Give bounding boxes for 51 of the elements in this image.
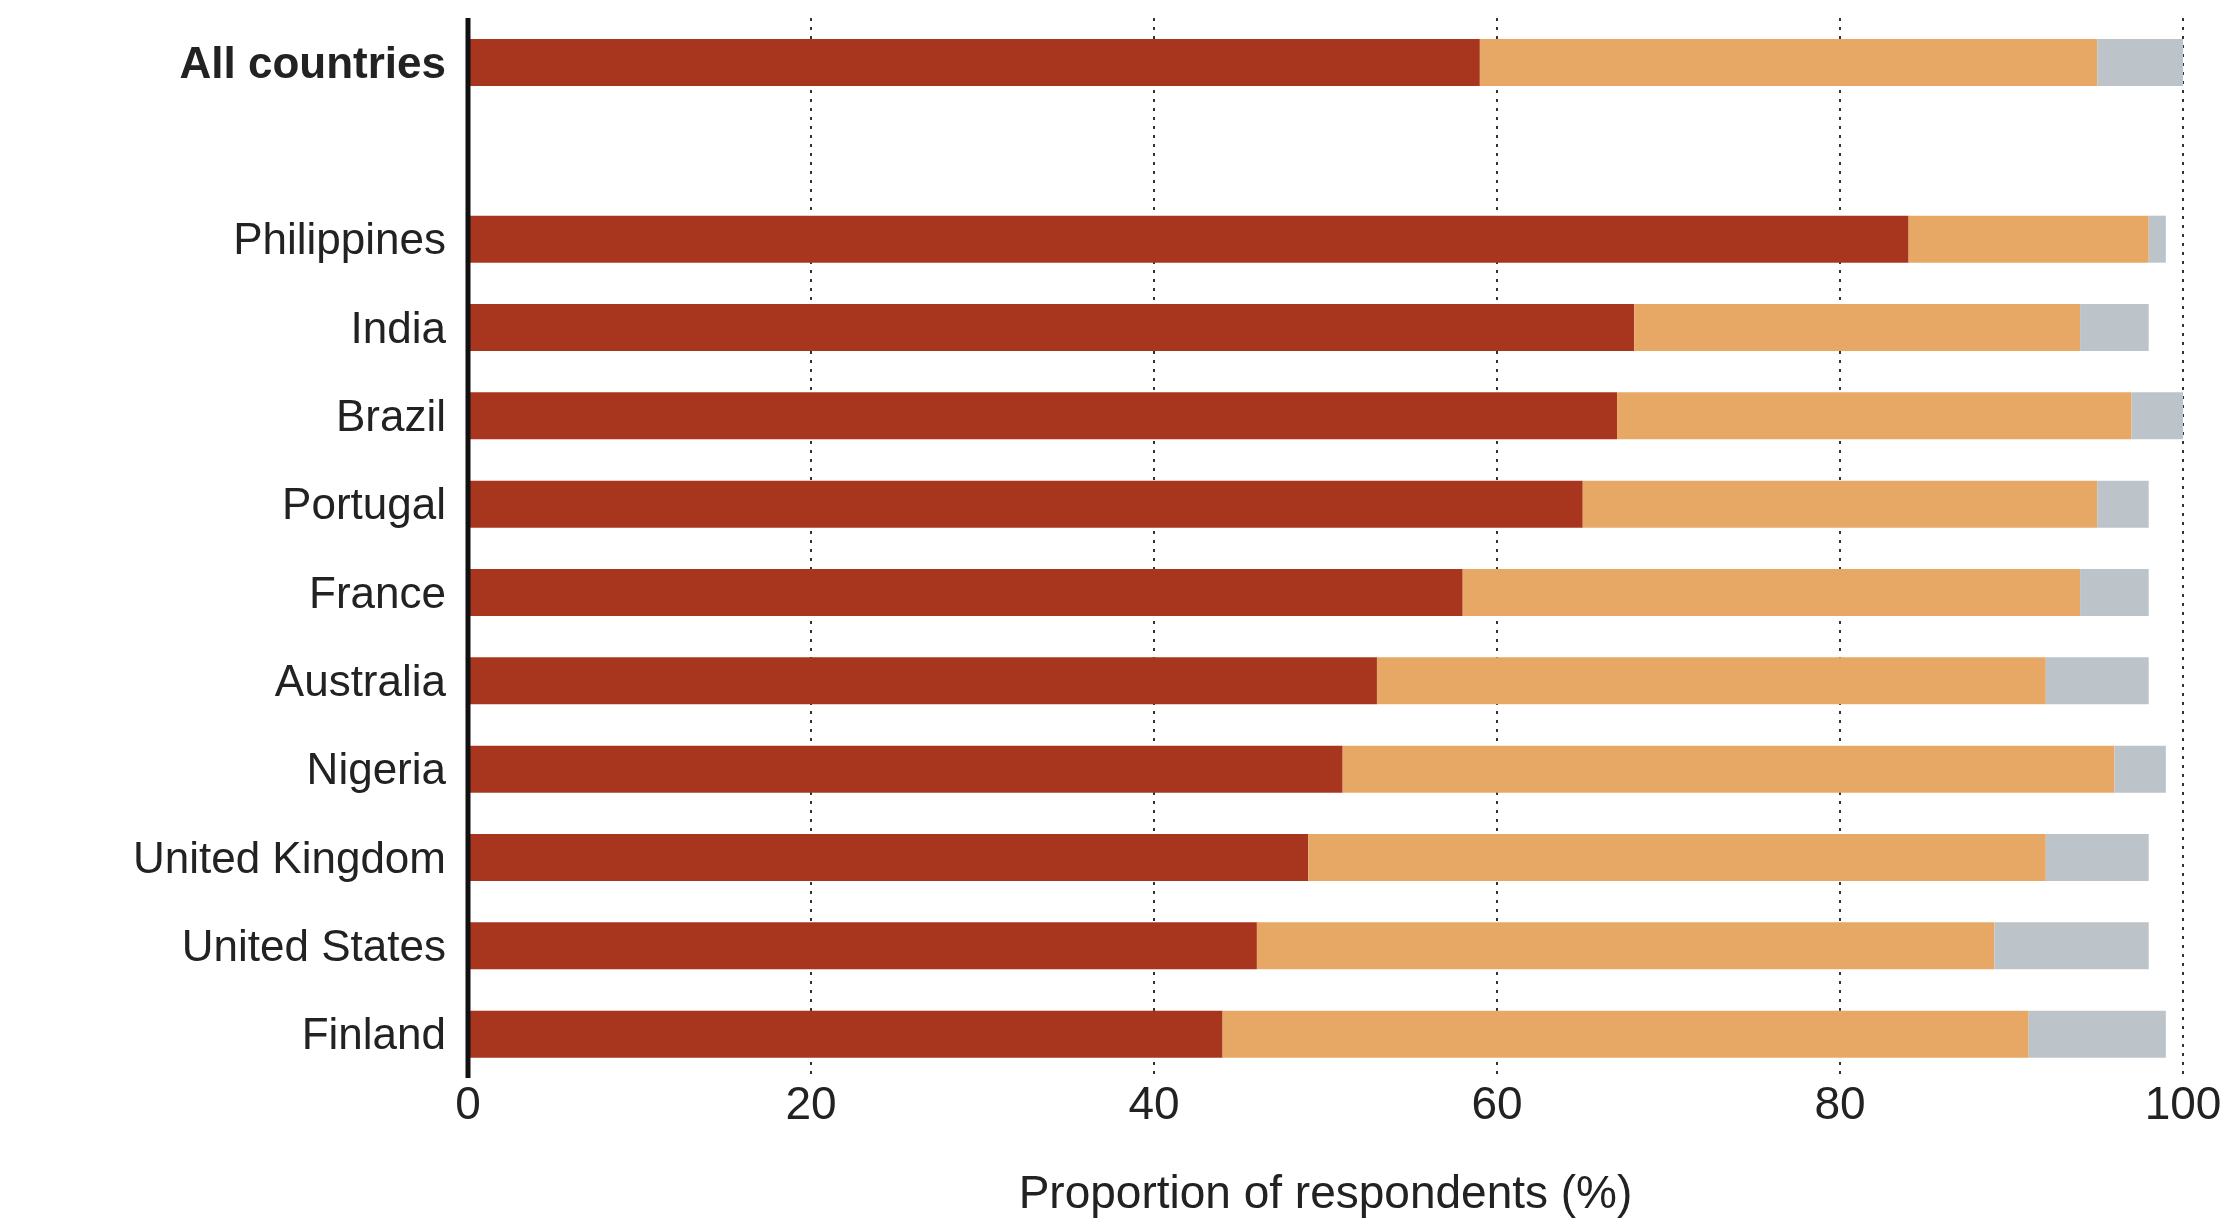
bar <box>1462 569 2081 616</box>
x-tick-label: 100 <box>2144 1076 2222 1129</box>
x-tick-label: 0 <box>455 1076 481 1129</box>
y-tick-label: India <box>350 302 447 352</box>
bar <box>468 657 1377 705</box>
bar <box>1908 215 2149 263</box>
y-tick-label: United States <box>181 920 446 970</box>
bar <box>468 745 1343 793</box>
bar <box>1582 480 2098 528</box>
x-tick-label: 20 <box>785 1076 837 1129</box>
bar <box>1994 922 2149 970</box>
y-tick-label: Nigeria <box>306 744 447 794</box>
bar <box>468 834 1309 881</box>
bar <box>1634 304 2081 351</box>
bar <box>1342 745 2115 793</box>
bar <box>468 480 1583 528</box>
bar <box>468 304 1635 351</box>
bar <box>468 215 1909 263</box>
y-tick-label: Brazil <box>335 390 446 440</box>
y-tick-label: Australia <box>274 655 447 705</box>
bar <box>2148 215 2166 263</box>
bar <box>1376 657 2046 705</box>
bar <box>468 569 1463 616</box>
bar <box>2080 304 2149 351</box>
y-tick-label: United Kingdom <box>132 832 446 882</box>
bar <box>2131 392 2183 440</box>
bar <box>1479 39 2098 86</box>
bar <box>468 392 1618 440</box>
bar <box>468 39 1480 86</box>
bar <box>1222 1010 2029 1058</box>
bar <box>2080 569 2149 616</box>
x-axis-title: Proportion of respondents (%) <box>1018 1166 1633 1218</box>
y-tick-label: Philippines <box>233 214 446 264</box>
bar <box>2045 834 2149 881</box>
x-tick-label: 40 <box>1128 1076 1180 1129</box>
x-tick-label: 80 <box>1814 1076 1866 1129</box>
bar <box>2097 39 2183 86</box>
y-tick-label: France <box>309 567 446 617</box>
bar <box>468 922 1257 970</box>
bar <box>2097 480 2149 528</box>
y-tick-label: All countries <box>179 37 446 87</box>
y-tick-label: Finland <box>301 1009 446 1059</box>
bar <box>1256 922 1995 970</box>
bar <box>2045 657 2149 705</box>
bar <box>2028 1010 2166 1058</box>
y-tick-label: Portugal <box>282 479 446 529</box>
bar <box>1617 392 2132 440</box>
bar <box>2114 745 2166 793</box>
x-tick-label: 60 <box>1471 1076 1523 1129</box>
bar <box>468 1010 1223 1058</box>
bar <box>1308 834 2046 881</box>
